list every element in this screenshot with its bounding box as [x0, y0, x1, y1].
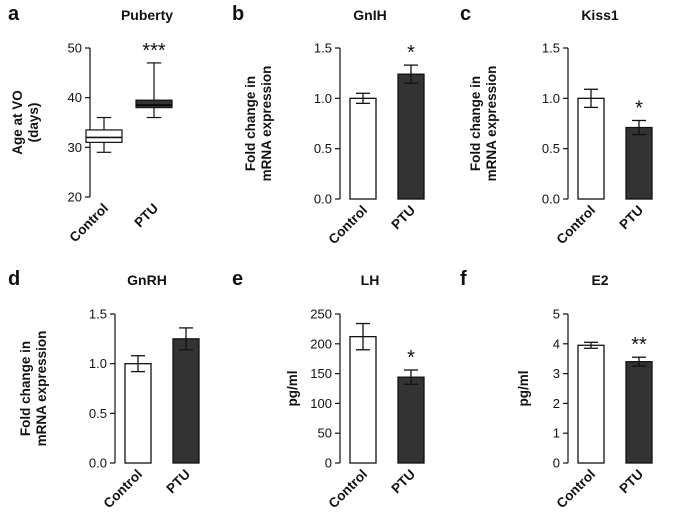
- y-tick-label: 150: [310, 366, 332, 381]
- y-tick-label: 0.0: [542, 192, 560, 207]
- y-axis-label: pg/ml: [516, 371, 531, 407]
- bar-control: [577, 97, 605, 200]
- panel-f: f E2 0 1 2 3 4 5 pg/ml Control ** PTU: [460, 268, 653, 512]
- y-tick-label: 1.5: [314, 41, 332, 56]
- panel-title: LH: [361, 272, 380, 288]
- y-tick-label: 250: [310, 307, 332, 322]
- y-tick-label: 1.0: [314, 91, 332, 106]
- x-category-label: PTU: [388, 203, 418, 233]
- bar-ptu: [625, 361, 653, 464]
- panel-letter: c: [460, 3, 471, 25]
- panel-letter: a: [8, 3, 20, 25]
- panel-letter: e: [232, 268, 243, 290]
- panel-title: Puberty: [121, 7, 173, 23]
- panel-c: c Kiss1 0.0 0.5 1.0 1.5 Fold change in mRNA exp…: [460, 3, 653, 248]
- bar-ptu: [172, 338, 200, 464]
- x-category-label: PTU: [616, 203, 646, 233]
- y-tick-label: 3: [553, 366, 560, 381]
- y-axis-label: Fold change in: [243, 76, 258, 171]
- y-tick-label: 5: [553, 307, 560, 322]
- y-tick-label: 20: [68, 190, 82, 205]
- y-tick-label: 1.5: [89, 307, 107, 322]
- y-tick-label: 0.0: [89, 456, 107, 471]
- y-tick-label: 100: [310, 396, 332, 411]
- panel-letter: f: [460, 268, 467, 290]
- panel-b: b GnIH 0.0 0.5 1.0 1.5 Fold change in mRNA expr…: [232, 3, 425, 248]
- x-category-label: PTU: [616, 467, 646, 497]
- panel-e: e LH 0 50 100 150 200 250 pg/ml Control * PTU: [232, 268, 425, 512]
- y-tick-label: 0: [325, 456, 332, 471]
- y-axis-label: mRNA expression: [259, 66, 274, 182]
- x-category-label: Control: [326, 203, 371, 248]
- x-category-label: Control: [554, 467, 599, 512]
- box-ptu: [135, 99, 173, 109]
- bar-control: [577, 344, 605, 464]
- panel-title: GnRH: [127, 272, 167, 288]
- x-category-label: PTU: [388, 467, 418, 497]
- significance-marker: *: [635, 97, 643, 119]
- panel-d: d GnRH 0.0 0.5 1.0 1.5 Fold change in mRNA expr…: [8, 268, 200, 512]
- y-axis-label: Fold change in: [18, 341, 33, 436]
- panel-title: Kiss1: [581, 7, 619, 23]
- y-tick-label: 40: [68, 90, 82, 105]
- panel-letter: b: [232, 3, 244, 25]
- x-category-label: Control: [326, 467, 371, 512]
- y-axis-label: Age at VO: [10, 90, 25, 155]
- y-axis-label: mRNA expression: [484, 66, 499, 182]
- y-axis-label: mRNA expression: [34, 331, 49, 447]
- significance-marker: **: [631, 334, 647, 356]
- x-category-label: PTU: [131, 201, 161, 231]
- box-control: [85, 129, 123, 143]
- x-category-label: PTU: [163, 467, 193, 497]
- y-tick-label: 0: [553, 456, 560, 471]
- x-category-label: Control: [67, 201, 112, 246]
- significance-marker: *: [407, 42, 415, 64]
- y-tick-label: 200: [310, 336, 332, 351]
- y-tick-label: 30: [68, 140, 82, 155]
- bar-ptu: [397, 73, 425, 200]
- x-category-label: Control: [554, 203, 599, 248]
- y-axis-label: pg/ml: [285, 371, 300, 407]
- y-tick-label: 50: [68, 41, 82, 56]
- y-tick-label: 0.5: [89, 406, 107, 421]
- bar-control: [124, 363, 152, 464]
- y-tick-label: 2: [553, 396, 560, 411]
- y-tick-label: 0.0: [314, 192, 332, 207]
- y-tick-label: 1.5: [542, 41, 560, 56]
- y-axis-label: (days): [26, 103, 41, 143]
- panel-a: a Puberty 20 30 40 50 Age at VO (days) Control **…: [8, 3, 173, 245]
- bar-ptu: [625, 126, 653, 200]
- bar-control: [349, 97, 377, 200]
- panel-title: GnIH: [353, 7, 386, 23]
- y-tick-label: 50: [318, 426, 332, 441]
- y-tick-label: 1.0: [89, 356, 107, 371]
- y-tick-label: 1.0: [542, 91, 560, 106]
- y-tick-label: 0.5: [542, 141, 560, 156]
- bar-control: [349, 335, 377, 464]
- significance-marker: ***: [142, 40, 166, 62]
- panel-letter: d: [8, 268, 20, 290]
- y-tick-label: 4: [553, 336, 560, 351]
- significance-marker: *: [407, 347, 415, 369]
- y-tick-label: 0.5: [314, 141, 332, 156]
- y-tick-label: 1: [553, 426, 560, 441]
- panel-title: E2: [591, 272, 608, 288]
- bar-ptu: [397, 376, 425, 464]
- x-category-label: Control: [101, 467, 146, 512]
- y-axis-label: Fold change in: [468, 76, 483, 171]
